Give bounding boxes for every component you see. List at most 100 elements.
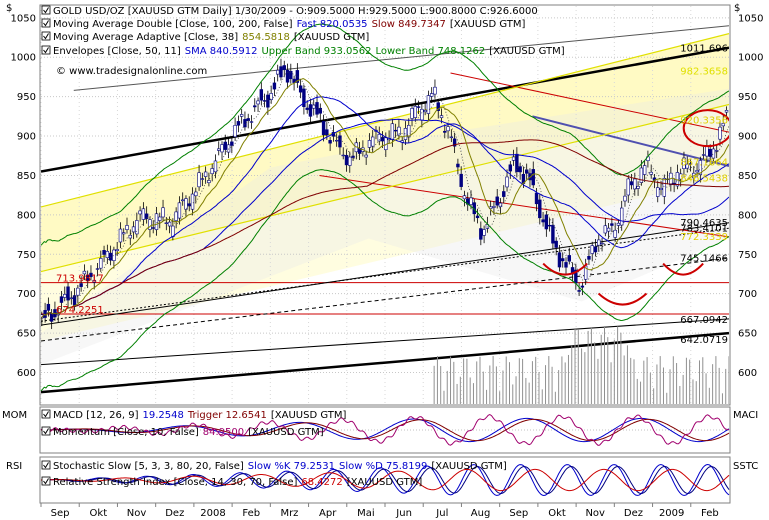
- candle-body: [128, 234, 132, 239]
- candle-body: [613, 229, 617, 238]
- candle-body: [410, 108, 414, 119]
- candle-body: [118, 228, 123, 243]
- x-tick-label: Okt: [548, 508, 566, 519]
- momentum-line: [40, 414, 730, 446]
- candle-body: [616, 222, 621, 226]
- legend-stochastic: Slow %D 75.8199: [339, 461, 427, 472]
- x-tick-label: Dez: [624, 508, 643, 519]
- volume-bars: [433, 326, 729, 404]
- y-tick-left: 700: [17, 289, 36, 300]
- y-tick-right: 1050: [738, 13, 763, 24]
- candle-body: [678, 173, 683, 180]
- candle-body: [708, 149, 712, 157]
- candle-body: [203, 171, 208, 177]
- check-icon: [43, 411, 49, 418]
- price-label: 745.1466: [680, 254, 728, 265]
- candle-body: [456, 163, 460, 168]
- x-tick-label: 2009: [659, 508, 684, 519]
- x-tick-label: Jul: [435, 508, 448, 519]
- candle-body: [508, 164, 513, 172]
- y-tick-left: 1000: [11, 53, 36, 64]
- legend-ma-adaptive: 854.5818: [242, 32, 290, 43]
- x-tick-label: Okt: [90, 508, 108, 519]
- candle-body: [112, 249, 116, 261]
- candle-body: [629, 181, 634, 186]
- upper-grey-line: [73, 25, 729, 91]
- candle-body: [236, 121, 241, 126]
- candle-body: [524, 169, 529, 174]
- y-tick-right: 750: [738, 250, 757, 261]
- candle-body: [220, 144, 224, 153]
- candles: [41, 23, 729, 392]
- x-tick-label: Feb: [242, 508, 260, 519]
- candle-body: [82, 270, 87, 275]
- price-label: 1011.696: [680, 44, 728, 55]
- candle-body: [633, 178, 637, 190]
- candle-body: [639, 167, 644, 183]
- candle-body: [724, 110, 729, 113]
- candle-body: [269, 93, 273, 101]
- candle-body: [108, 252, 113, 261]
- candle-body: [312, 104, 316, 109]
- candle-body: [620, 207, 624, 226]
- candle-body: [266, 94, 270, 108]
- candle-body: [298, 85, 303, 93]
- x-tick-label: Nov: [585, 508, 605, 519]
- candle-body: [636, 186, 640, 189]
- check-icon: [43, 428, 49, 435]
- candle-body: [89, 272, 93, 277]
- candle-body: [547, 224, 552, 227]
- y-tick-left: 800: [17, 210, 36, 221]
- x-tick-label: Mai: [357, 508, 375, 519]
- candle-body: [180, 199, 185, 202]
- legend-checkbox: [41, 31, 51, 41]
- candle-body: [79, 283, 83, 287]
- legend-checkbox: [41, 460, 51, 470]
- legend-envelopes: Lower Band 748.1262: [375, 46, 485, 57]
- candle-body: [662, 178, 666, 197]
- candle-body: [380, 136, 385, 142]
- candle-body: [695, 170, 699, 173]
- candle-body: [718, 126, 722, 140]
- red-downtrend-upper: [450, 72, 729, 133]
- stochastic-k: [41, 463, 730, 497]
- legend-stochastic: Slow %K 79.2531: [248, 461, 335, 472]
- legend-checkbox: [41, 476, 51, 486]
- left-shoulder-arc: [542, 262, 588, 276]
- candle-body: [443, 130, 447, 133]
- candle-body: [413, 106, 418, 118]
- candle-body: [305, 107, 309, 110]
- candle-body: [190, 193, 195, 210]
- y-tick-right: 900: [738, 132, 757, 143]
- candle-body: [223, 141, 227, 150]
- candle-body: [515, 153, 519, 172]
- candle-body: [403, 128, 408, 140]
- mom-pane-label: MOM: [2, 410, 27, 421]
- macd-trigger-line: [41, 418, 730, 442]
- candle-body: [495, 196, 499, 206]
- annotations: [542, 109, 729, 306]
- y-tick-left: 750: [17, 250, 36, 261]
- candle-body: [49, 313, 54, 322]
- candle-body: [210, 168, 214, 175]
- candle-body: [99, 258, 103, 269]
- legend-checkbox: [41, 409, 51, 419]
- upper-band: [41, 23, 729, 246]
- candle-body: [705, 145, 709, 157]
- candle-body: [364, 154, 368, 158]
- candle-body: [292, 78, 296, 83]
- ma-slow: [41, 139, 729, 319]
- candle-body: [148, 219, 152, 230]
- candle-body: [167, 221, 172, 227]
- y-tick-right: 800: [738, 210, 757, 221]
- candle-body: [593, 246, 598, 253]
- candle-body: [184, 198, 188, 210]
- candle-body: [479, 228, 483, 240]
- candle-body: [531, 169, 535, 186]
- legend-rsi: Relative Strength Index [Close, 14, 30, …: [53, 477, 297, 488]
- x-tick-label: Apr: [319, 508, 337, 519]
- upper-channel-fill: [41, 33, 729, 273]
- x-tick-label: 2008: [200, 508, 225, 519]
- candle-body: [138, 210, 142, 215]
- candle-body: [318, 107, 322, 114]
